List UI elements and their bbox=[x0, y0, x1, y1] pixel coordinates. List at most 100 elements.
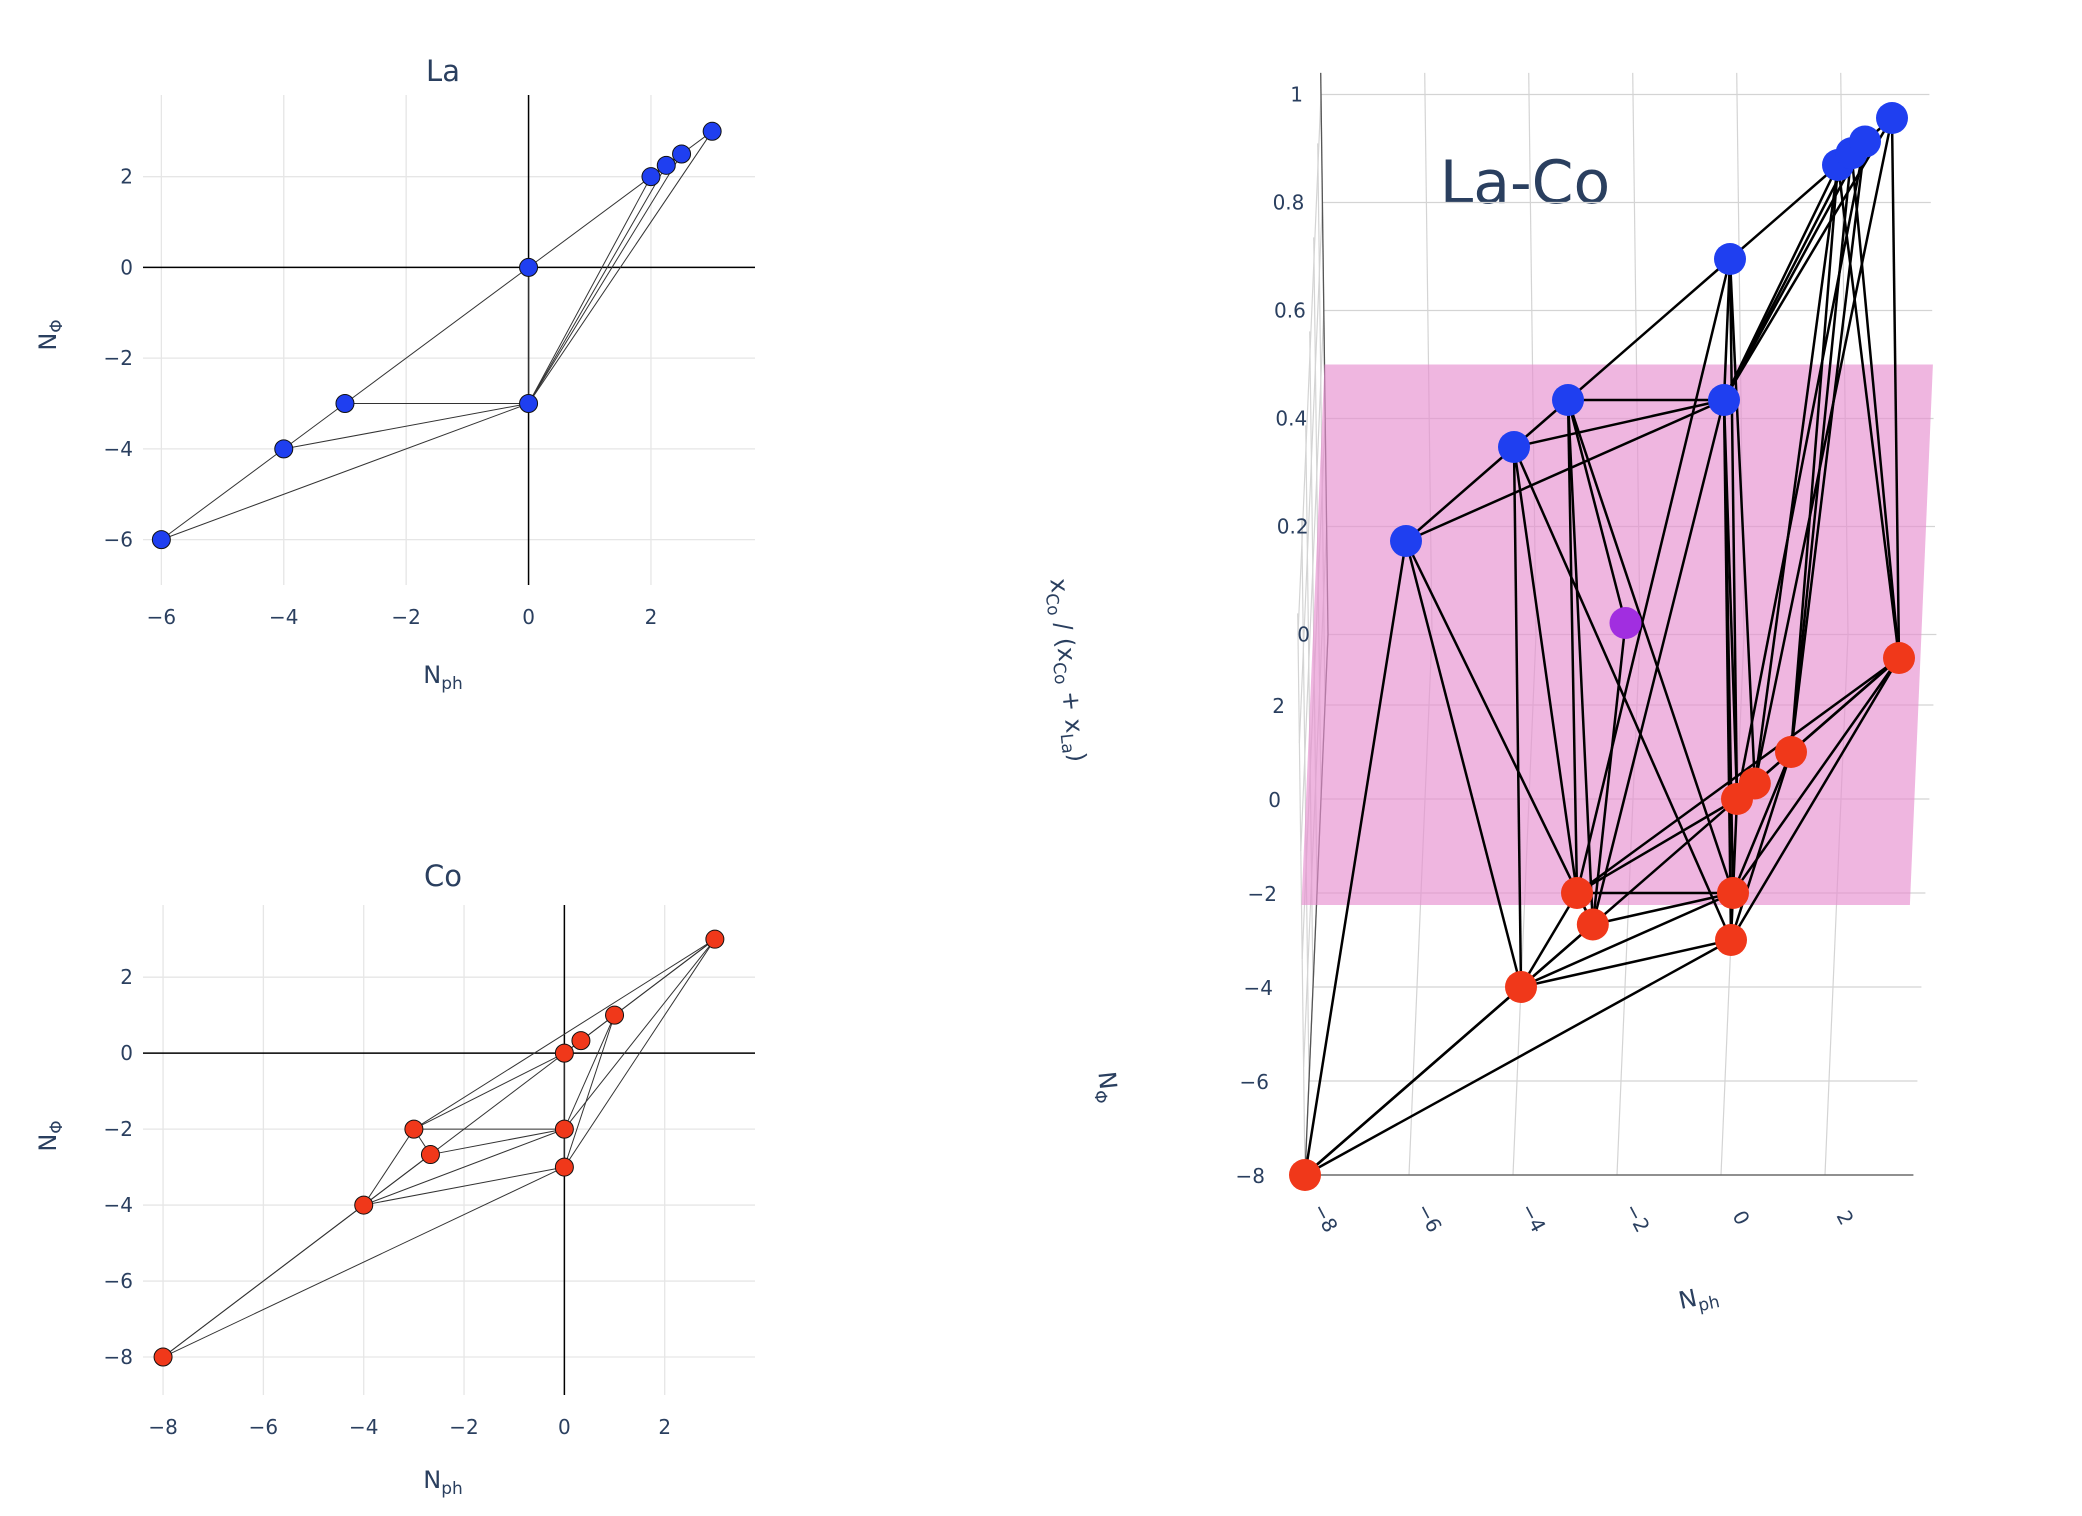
co-x-axis-title-main: N bbox=[423, 1466, 441, 1494]
laco-la-point[interactable] bbox=[1390, 525, 1422, 557]
la-data-point[interactable] bbox=[656, 155, 676, 175]
co-tie-line bbox=[563, 938, 716, 1130]
laco-la-tie-line bbox=[1567, 258, 1731, 401]
co-tie-line bbox=[363, 1128, 565, 1206]
co-data-point[interactable] bbox=[554, 1043, 574, 1063]
laco-cross-tie-line bbox=[1303, 540, 1408, 1176]
laco-cross-tie-line bbox=[1512, 446, 1733, 941]
la-tick-labels: −6 −4 −2 0 2 −6 −4 −2 0 2 bbox=[104, 165, 658, 629]
co-grid bbox=[143, 905, 755, 1395]
laco-la-point[interactable] bbox=[1876, 102, 1908, 134]
laco-la-point[interactable] bbox=[1714, 243, 1746, 275]
co-data-point[interactable] bbox=[554, 1119, 574, 1139]
laco-co-point[interactable] bbox=[1289, 1159, 1321, 1191]
laco-cross-tie-line bbox=[1789, 153, 1853, 753]
la-data-point[interactable] bbox=[519, 394, 539, 414]
co-tie-line bbox=[162, 938, 716, 1358]
co-tie-line bbox=[363, 1166, 565, 1206]
laco-y-tick-label: −6 bbox=[1240, 1070, 1269, 1094]
co-tie-line bbox=[563, 1014, 615, 1130]
co-panel-title: Co bbox=[424, 859, 462, 893]
laco-co-point[interactable] bbox=[1505, 971, 1537, 1003]
laco-co-point[interactable] bbox=[1883, 642, 1915, 674]
la-panel-title: La bbox=[426, 54, 460, 88]
co-x-tick-label: −4 bbox=[349, 1415, 378, 1439]
laco-co-tie-line bbox=[1304, 938, 1732, 1177]
la-tie-line bbox=[528, 131, 713, 404]
sidewall-gridline-z bbox=[1300, 310, 1325, 852]
la-tie-line bbox=[344, 267, 529, 404]
co-panel: −8 −6 −4 −2 0 2−8−6−4−202 Co Nph NΦ bbox=[34, 859, 755, 1499]
laco-co-tie-line bbox=[1592, 891, 1734, 926]
la-panel: −6 −4 −2 0 2−6−4−202 La Nph NΦ bbox=[34, 54, 755, 694]
laco-y-tick-label: −4 bbox=[1244, 976, 1273, 1000]
laco-cross-tie-line bbox=[1591, 399, 1726, 925]
co-x-tick-label: −6 bbox=[249, 1415, 278, 1439]
co-tie-line bbox=[363, 1154, 431, 1206]
laco-cross-tie-line bbox=[1566, 399, 1735, 894]
la-data-point[interactable] bbox=[702, 121, 722, 141]
laco-co-point[interactable] bbox=[1715, 924, 1747, 956]
laco-cross-tie-line bbox=[1404, 540, 1523, 988]
co-y-tick-label: −6 bbox=[104, 1269, 133, 1293]
la-y-tick-label: −2 bbox=[104, 346, 133, 370]
co-data-point[interactable] bbox=[554, 1157, 574, 1177]
la-y-tick-label: 0 bbox=[120, 255, 133, 279]
co-x-axis-title: Nph bbox=[423, 1466, 463, 1499]
laco-la-point[interactable] bbox=[1498, 431, 1530, 463]
la-x-axis-title: Nph bbox=[423, 661, 463, 694]
laco-x-tick-label: −6 bbox=[1412, 1199, 1447, 1236]
co-data-point[interactable] bbox=[153, 1347, 173, 1367]
laco-la-tie-line bbox=[1405, 446, 1515, 542]
la-data-point[interactable] bbox=[641, 167, 661, 187]
laco-co-point[interactable] bbox=[1561, 877, 1593, 909]
co-data-point[interactable] bbox=[404, 1119, 424, 1139]
la-tie-line bbox=[283, 403, 346, 450]
la-data-point[interactable] bbox=[335, 394, 355, 414]
co-tie-line bbox=[363, 1128, 415, 1206]
la-data-point[interactable] bbox=[151, 530, 171, 550]
la-data-point[interactable] bbox=[672, 144, 692, 164]
co-data-point[interactable] bbox=[420, 1145, 440, 1165]
laco-co-tie-line bbox=[1519, 892, 1579, 988]
la-tie-line bbox=[283, 403, 529, 450]
co-x-axis-title-sub: ph bbox=[441, 1479, 463, 1499]
laco-la-point[interactable] bbox=[1849, 125, 1881, 158]
laco-la-tie-line bbox=[1722, 117, 1894, 401]
co-y-tick-label: 0 bbox=[120, 1041, 133, 1065]
co-data-point[interactable] bbox=[571, 1031, 591, 1051]
co-y-tick-label: −8 bbox=[104, 1345, 133, 1369]
laco-co-point[interactable] bbox=[1717, 877, 1749, 909]
laco-cross-tie-line bbox=[1575, 258, 1732, 894]
laco-cross-tie-line bbox=[1512, 446, 1579, 894]
laco-cross-tie-line bbox=[1728, 258, 1757, 784]
la-x-axis-title-sub: ph bbox=[441, 674, 463, 694]
laco-3d-panel[interactable]: La-Co 0 0.2 0.4 0.6 0.8 1 −8 −6 −4 −2 0 2 −8 −6 −4 −2 0 2… bbox=[1039, 72, 1937, 1320]
laco-co-point[interactable] bbox=[1576, 908, 1609, 941]
laco-x-axis-title-sub: ph bbox=[1696, 1292, 1721, 1316]
co-data-point[interactable] bbox=[705, 929, 725, 949]
laco-z-tick-label: 0.4 bbox=[1275, 407, 1307, 431]
la-y-axis-title-sub: Φ bbox=[47, 319, 67, 332]
laco-cross-tie-line bbox=[1722, 399, 1739, 800]
la-data-point[interactable] bbox=[274, 439, 294, 459]
laco-la-tie-line bbox=[1729, 164, 1839, 260]
co-y-axis-title: NΦ bbox=[34, 1120, 67, 1151]
la-data-point[interactable] bbox=[519, 257, 539, 277]
la-x-tick-label: −4 bbox=[269, 605, 298, 629]
laco-co-point[interactable] bbox=[1738, 767, 1771, 800]
laco-y-tick-label: −8 bbox=[1236, 1164, 1265, 1188]
laco-z-tick-label: 0 bbox=[1297, 623, 1310, 647]
laco-la-point[interactable] bbox=[1708, 384, 1740, 416]
co-tie-line bbox=[162, 1166, 565, 1358]
la-tie-line bbox=[528, 153, 682, 404]
la-y-tick-label: 2 bbox=[120, 165, 133, 189]
laco-x-tick-label: 0 bbox=[1728, 1206, 1755, 1229]
sidewall-gridline-z bbox=[1297, 94, 1322, 636]
laco-y-tick-label: 0 bbox=[1268, 788, 1281, 812]
laco-mid-point[interactable] bbox=[1609, 607, 1642, 639]
laco-co-point[interactable] bbox=[1775, 736, 1807, 768]
co-data-point[interactable] bbox=[605, 1005, 625, 1025]
co-data-point[interactable] bbox=[354, 1195, 374, 1215]
laco-la-point[interactable] bbox=[1552, 384, 1584, 416]
